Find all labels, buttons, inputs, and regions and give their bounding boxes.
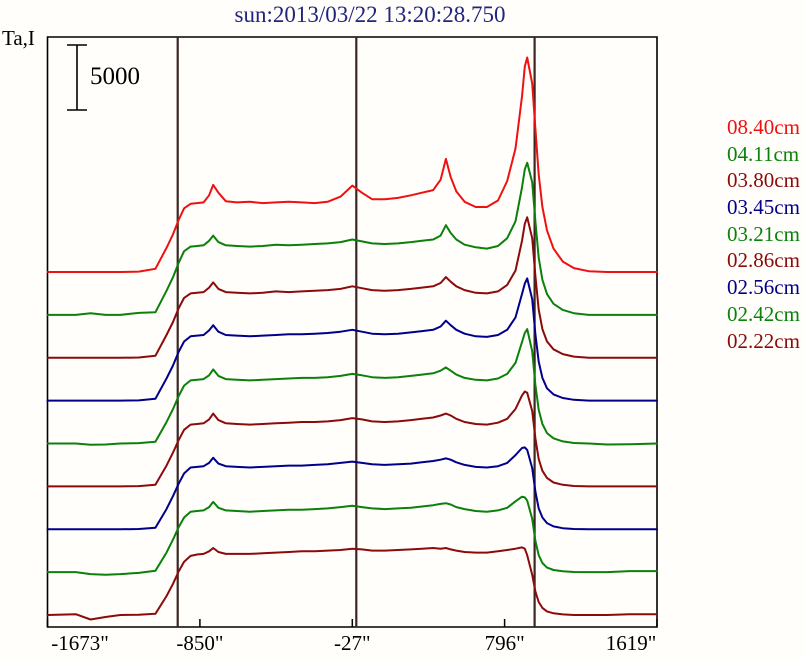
trace-02.22cm xyxy=(46,546,658,621)
legend-item-02.22cm: 02.22cm xyxy=(727,328,800,353)
trace-04.11cm xyxy=(46,161,658,316)
legend-item-03.21cm: 03.21cm xyxy=(727,221,800,246)
scalebar xyxy=(67,44,87,111)
legend-item-02.86cm: 02.86cm xyxy=(727,248,800,273)
trace-02.86cm xyxy=(46,390,658,488)
trace-03.80cm xyxy=(46,216,658,359)
y-axis-label: Ta,I xyxy=(2,26,35,50)
plot-border xyxy=(46,36,658,628)
x-tick-label-0: -1673" xyxy=(51,631,109,655)
trace-03.45cm xyxy=(46,277,658,402)
x-tick-label-3: 796" xyxy=(484,631,525,655)
legend-item-03.45cm: 03.45cm xyxy=(727,195,800,220)
scalebar-value-label: 5000 xyxy=(90,63,140,90)
trace-02.56cm xyxy=(46,446,658,531)
trace-03.21cm xyxy=(46,328,658,446)
trace-08.40cm xyxy=(46,56,658,273)
wavelength-legend: 08.40cm 04.11cm 03.80cm 03.45cm 03.21cm 02.86… xyxy=(727,114,805,354)
legend-item-08.40cm: 08.40cm xyxy=(727,115,800,139)
trace-02.42cm xyxy=(46,495,658,576)
legend-item-02.42cm: 02.42cm xyxy=(727,301,800,326)
x-tick-label-1: -850" xyxy=(176,631,224,655)
chart-title: sun:2013/03/22 13:20:28.750 xyxy=(234,2,506,27)
legend-item-02.56cm: 02.56cm xyxy=(727,275,800,300)
x-tick-label-4: 1619" xyxy=(605,631,657,655)
x-tick-label-2: -27" xyxy=(333,631,371,655)
legend-item-04.11cm: 04.11cm xyxy=(727,141,800,166)
legend-item-03.80cm: 03.80cm xyxy=(727,168,800,193)
